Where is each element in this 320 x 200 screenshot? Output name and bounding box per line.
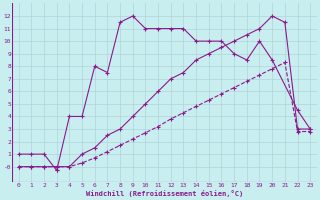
X-axis label: Windchill (Refroidissement éolien,°C): Windchill (Refroidissement éolien,°C) xyxy=(86,190,243,197)
